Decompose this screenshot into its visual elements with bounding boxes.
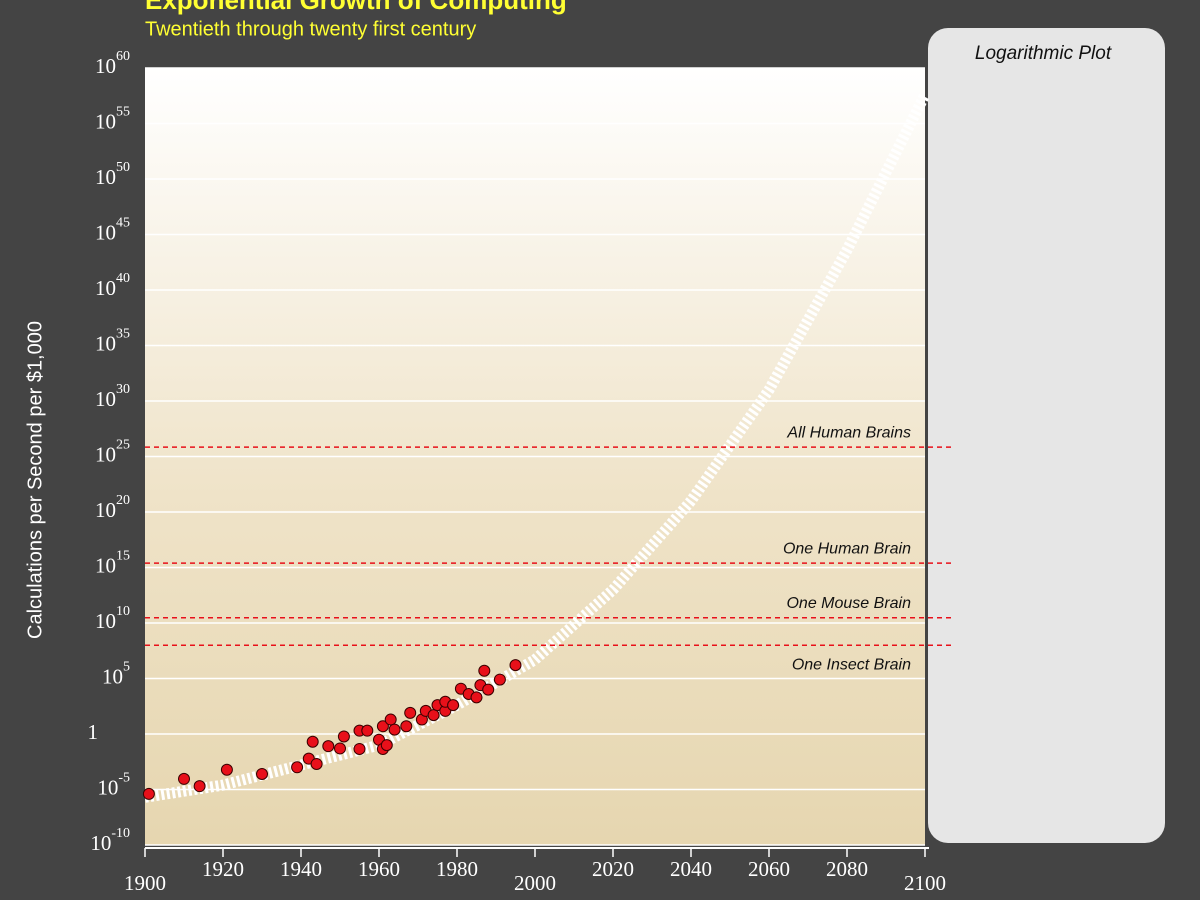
y-tick-label: 1010 (95, 604, 130, 633)
trend-line (144, 92, 930, 803)
y-tick-label: 1015 (95, 549, 130, 578)
y-tick-label: 1045 (95, 216, 130, 245)
data-point (478, 664, 491, 677)
panel-label: Logarithmic Plot (975, 43, 1112, 64)
data-point (306, 735, 319, 748)
x-tick-label: 2080 (826, 857, 868, 881)
data-point (400, 720, 413, 733)
y-tick-label: 10-5 (97, 771, 130, 800)
y-tick-label: 105 (102, 660, 130, 689)
y-tick-label: 1035 (95, 327, 130, 356)
data-point (388, 723, 401, 736)
x-tick-label: 2100 (904, 871, 946, 895)
data-point (509, 659, 522, 672)
x-tick-label: 2000 (514, 871, 556, 895)
y-tick-label: 1040 (95, 271, 130, 300)
y-tick-label: 1020 (95, 493, 130, 522)
x-tick-label: 1960 (358, 857, 400, 881)
data-point (361, 724, 374, 737)
data-point (404, 706, 417, 719)
data-point (178, 772, 190, 785)
threshold-label: One Mouse Brain (786, 595, 911, 612)
data-point (256, 767, 268, 780)
data-point (322, 740, 335, 753)
y-tick-label: 1025 (95, 438, 130, 467)
data-point (193, 780, 206, 793)
threshold-label: One Human Brain (783, 540, 911, 557)
data-point (384, 713, 397, 726)
data-point (470, 691, 483, 704)
chart-subtitle: Twentieth through twenty first century (145, 18, 476, 40)
y-tick-label: 1030 (95, 382, 130, 411)
data-point (337, 730, 350, 743)
y-tick-label: 10-10 (90, 826, 130, 855)
chart-title: Exponential Growth of Computing (145, 0, 567, 15)
x-tick-label: 1940 (280, 857, 322, 881)
x-tick-label: 2040 (670, 857, 712, 881)
x-tick-label: 2060 (748, 857, 790, 881)
y-tick-label: 1060 (95, 49, 130, 78)
y-axis-label: Calculations per Second per $1,000 (24, 321, 46, 639)
x-tick-label: 2020 (592, 857, 634, 881)
x-tick-label: 1980 (436, 857, 478, 881)
threshold-label: All Human Brains (786, 424, 911, 441)
data-point (482, 683, 495, 696)
data-point (142, 787, 155, 800)
data-point (334, 742, 346, 755)
y-tick-label: 1055 (95, 105, 130, 134)
data-point (376, 720, 389, 733)
y-tick-label: 1050 (95, 160, 130, 189)
data-point (380, 739, 393, 752)
side-panel (928, 28, 1165, 843)
y-tick-label: 1 (88, 720, 99, 744)
data-point (353, 742, 366, 755)
threshold-label: One Insect Brain (792, 656, 911, 673)
data-point (427, 709, 440, 722)
data-point (220, 763, 233, 776)
x-tick-label: 1900 (124, 871, 166, 895)
data-point (493, 673, 506, 686)
data-point (291, 761, 304, 774)
data-point (310, 757, 323, 770)
data-point (447, 699, 460, 712)
x-tick-label: 1920 (202, 857, 244, 881)
